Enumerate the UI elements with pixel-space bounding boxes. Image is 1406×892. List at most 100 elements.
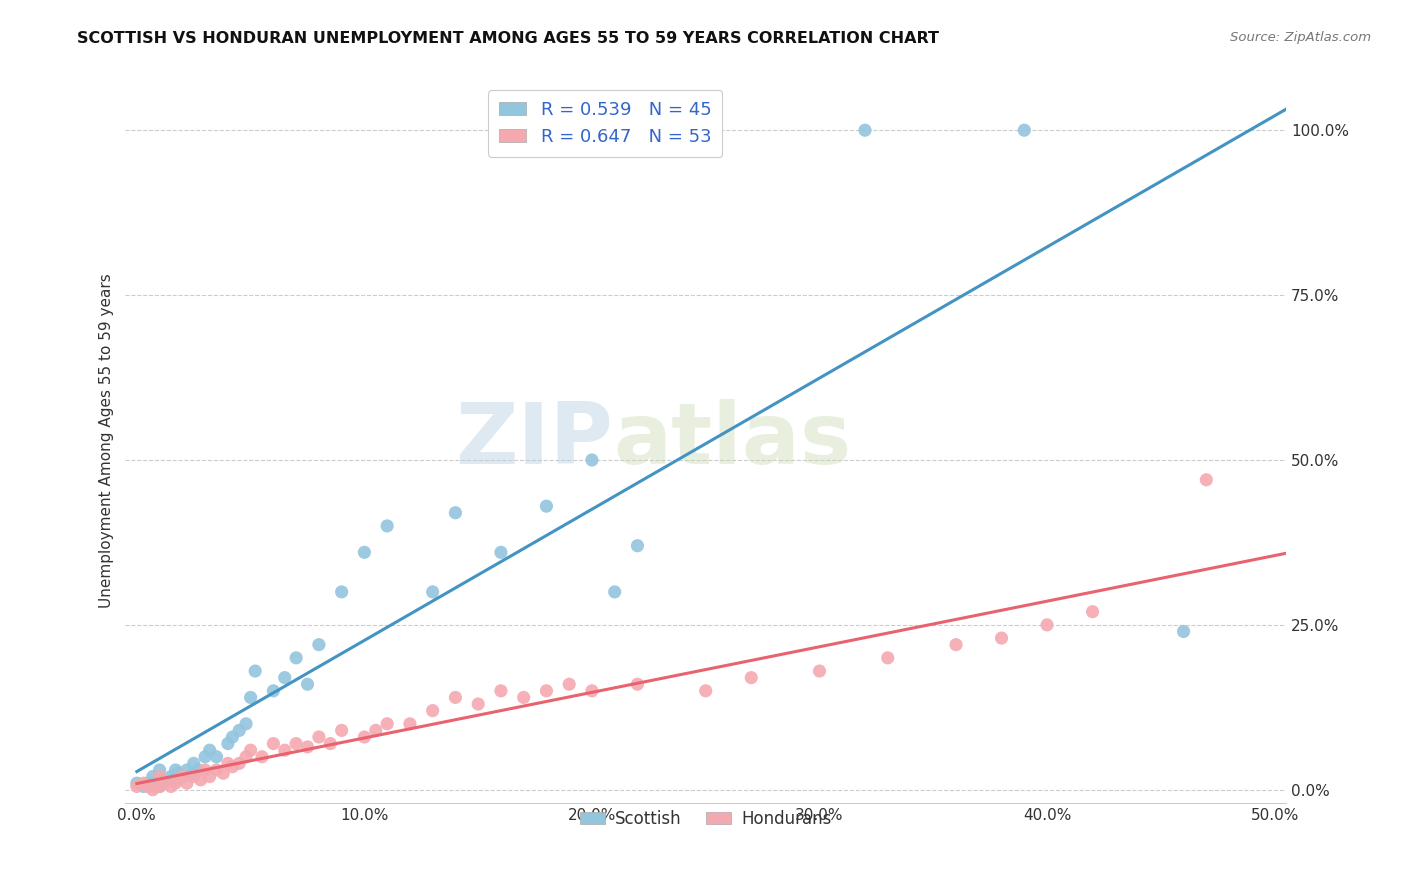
Point: [136, 780, 159, 794]
Point: [1173, 624, 1195, 639]
Point: [183, 756, 205, 771]
Point: [165, 763, 187, 777]
Legend: Scottish, Hondurans: Scottish, Hondurans: [574, 803, 838, 835]
Point: [364, 723, 387, 738]
Point: [149, 770, 172, 784]
Point: [239, 690, 262, 705]
Point: [695, 683, 717, 698]
Point: [149, 780, 172, 794]
Point: [330, 585, 353, 599]
Point: [581, 453, 603, 467]
Point: [319, 737, 342, 751]
Point: [558, 677, 581, 691]
Point: [262, 683, 284, 698]
Point: [695, 123, 717, 137]
Point: [239, 743, 262, 757]
Text: SCOTTISH VS HONDURAN UNEMPLOYMENT AMONG AGES 55 TO 59 YEARS CORRELATION CHART: SCOTTISH VS HONDURAN UNEMPLOYMENT AMONG …: [77, 31, 939, 46]
Point: [626, 677, 648, 691]
Point: [740, 671, 762, 685]
Point: [274, 671, 297, 685]
Point: [235, 716, 257, 731]
Point: [221, 730, 243, 744]
Point: [153, 776, 176, 790]
Point: [1081, 605, 1104, 619]
Point: [808, 664, 831, 678]
Point: [250, 749, 273, 764]
Point: [132, 776, 155, 790]
Point: [187, 763, 209, 777]
Point: [198, 743, 221, 757]
Point: [143, 780, 166, 794]
Point: [990, 631, 1012, 645]
Point: [142, 770, 165, 784]
Point: [876, 651, 898, 665]
Text: atlas: atlas: [613, 399, 851, 482]
Point: [183, 766, 205, 780]
Point: [149, 770, 172, 784]
Y-axis label: Unemployment Among Ages 55 to 59 years: Unemployment Among Ages 55 to 59 years: [100, 273, 114, 607]
Point: [308, 638, 330, 652]
Point: [235, 749, 257, 764]
Point: [166, 766, 188, 780]
Point: [297, 677, 319, 691]
Point: [1036, 618, 1059, 632]
Point: [136, 776, 159, 790]
Point: [1195, 473, 1218, 487]
Point: [190, 772, 212, 787]
Point: [285, 651, 308, 665]
Point: [375, 519, 398, 533]
Point: [165, 776, 187, 790]
Point: [125, 780, 148, 794]
Point: [444, 690, 467, 705]
Point: [221, 760, 243, 774]
Point: [142, 782, 165, 797]
Point: [228, 756, 250, 771]
Point: [198, 770, 221, 784]
Point: [308, 730, 330, 744]
Point: [212, 766, 235, 780]
Point: [194, 763, 217, 777]
Point: [1014, 123, 1036, 137]
Point: [274, 743, 297, 757]
Point: [467, 697, 489, 711]
Point: [176, 763, 198, 777]
Point: [626, 539, 648, 553]
Point: [228, 723, 250, 738]
Text: ZIP: ZIP: [456, 399, 613, 482]
Point: [353, 730, 375, 744]
Point: [581, 683, 603, 698]
Text: Source: ZipAtlas.com: Source: ZipAtlas.com: [1230, 31, 1371, 45]
Point: [149, 780, 172, 794]
Point: [603, 585, 626, 599]
Point: [285, 737, 308, 751]
Point: [166, 772, 188, 787]
Point: [489, 683, 512, 698]
Point: [422, 704, 444, 718]
Point: [853, 123, 876, 137]
Point: [183, 770, 205, 784]
Point: [536, 683, 558, 698]
Point: [205, 763, 228, 777]
Point: [444, 506, 467, 520]
Point: [132, 780, 155, 794]
Point: [945, 638, 967, 652]
Point: [125, 776, 148, 790]
Point: [160, 780, 183, 794]
Point: [176, 776, 198, 790]
Point: [489, 545, 512, 559]
Point: [399, 716, 422, 731]
Point: [160, 770, 183, 784]
Point: [194, 749, 217, 764]
Point: [217, 737, 239, 751]
Point: [297, 739, 319, 754]
Point: [262, 737, 284, 751]
Point: [536, 499, 558, 513]
Point: [172, 770, 194, 784]
Point: [375, 716, 398, 731]
Point: [422, 585, 444, 599]
Point: [353, 545, 375, 559]
Point: [205, 749, 228, 764]
Point: [512, 690, 534, 705]
Point: [243, 664, 266, 678]
Point: [149, 763, 172, 777]
